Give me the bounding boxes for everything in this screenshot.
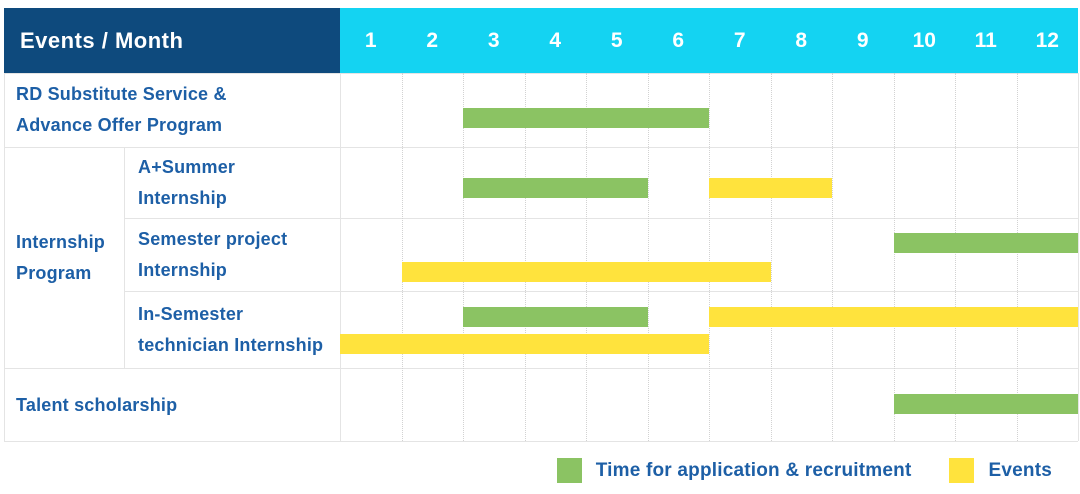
grid-line-vertical [893,73,895,441]
grid-line-vertical [1078,73,1079,441]
gantt-bar-event [709,178,832,198]
grid-line-vertical [524,73,526,441]
grid-line-vertical [647,73,649,441]
gantt-bar-application [463,307,648,327]
grid-line-vertical [1016,73,1018,441]
row-label-rd-substitute-service: RD Substitute Service & Advance Offer Pro… [16,84,227,135]
grid-line-vertical [586,73,587,441]
grid-line-horizontal [124,218,1078,219]
legend-label-application: Time for application & recruitment [595,459,912,481]
month-header-cell: 4 [549,28,562,52]
grid-line-horizontal [4,73,1078,74]
month-header-cell: 3 [487,28,500,52]
legend-item-events: Events [949,458,1052,483]
application-swatch-icon [556,458,582,483]
month-header-row: 1 2 3 4 5 6 7 8 9 10 11 12 [340,8,1078,73]
grid-line-vertical [770,73,772,441]
gantt-bar-application [893,233,1078,253]
corner-label: Events / Month [20,27,184,53]
gantt-bar-event [340,334,709,354]
row-label-semester-project-internship: Semester project Internship [138,228,288,280]
month-header-cell: 8 [795,28,808,52]
month-header-cell: 10 [912,28,936,52]
row-label-talent-scholarship: Talent scholarship [16,394,178,415]
gantt-bar-event [401,262,771,282]
legend: Time for application & recruitment Event… [556,458,1052,483]
month-header-cell: 1 [364,28,377,52]
month-header-cell: 6 [672,28,685,52]
gantt-bar-application [463,178,648,198]
row-label-in-semester-technician-internship: In-Semester technician Internship [138,303,324,355]
gantt-bar-application [463,108,709,128]
grid-line-vertical [124,147,125,368]
grid-line-vertical [340,73,341,441]
grid-line-vertical [463,73,464,441]
events-swatch-icon [949,458,975,483]
grid-line-vertical [832,73,833,441]
table-corner-header: Events / Month [4,8,340,73]
month-header-cell: 11 [974,28,997,52]
grid-line-horizontal [4,147,1078,148]
grid-line-horizontal [124,291,1078,292]
month-header-cell: 12 [1035,28,1059,52]
gantt-bar-application [893,394,1078,414]
grid-line-vertical [401,73,403,441]
month-header-cell: 7 [733,28,746,52]
grid-line-horizontal [4,368,1078,369]
legend-label-events: Events [988,459,1052,481]
legend-item-application: Time for application & recruitment [556,458,912,483]
grid-line-vertical [955,73,956,441]
month-header-cell: 5 [610,28,623,52]
month-header-cell: 2 [426,28,439,52]
grid-line-vertical [709,73,710,441]
grid-line-vertical [4,73,5,441]
grid-line-horizontal [4,441,1078,442]
month-header-cell: 9 [856,28,869,52]
row-label-a-plus-summer-internship: A+Summer Internship [138,156,236,208]
group-label-internship-program: Internship Program [16,231,106,283]
gantt-bar-event [709,307,1078,327]
